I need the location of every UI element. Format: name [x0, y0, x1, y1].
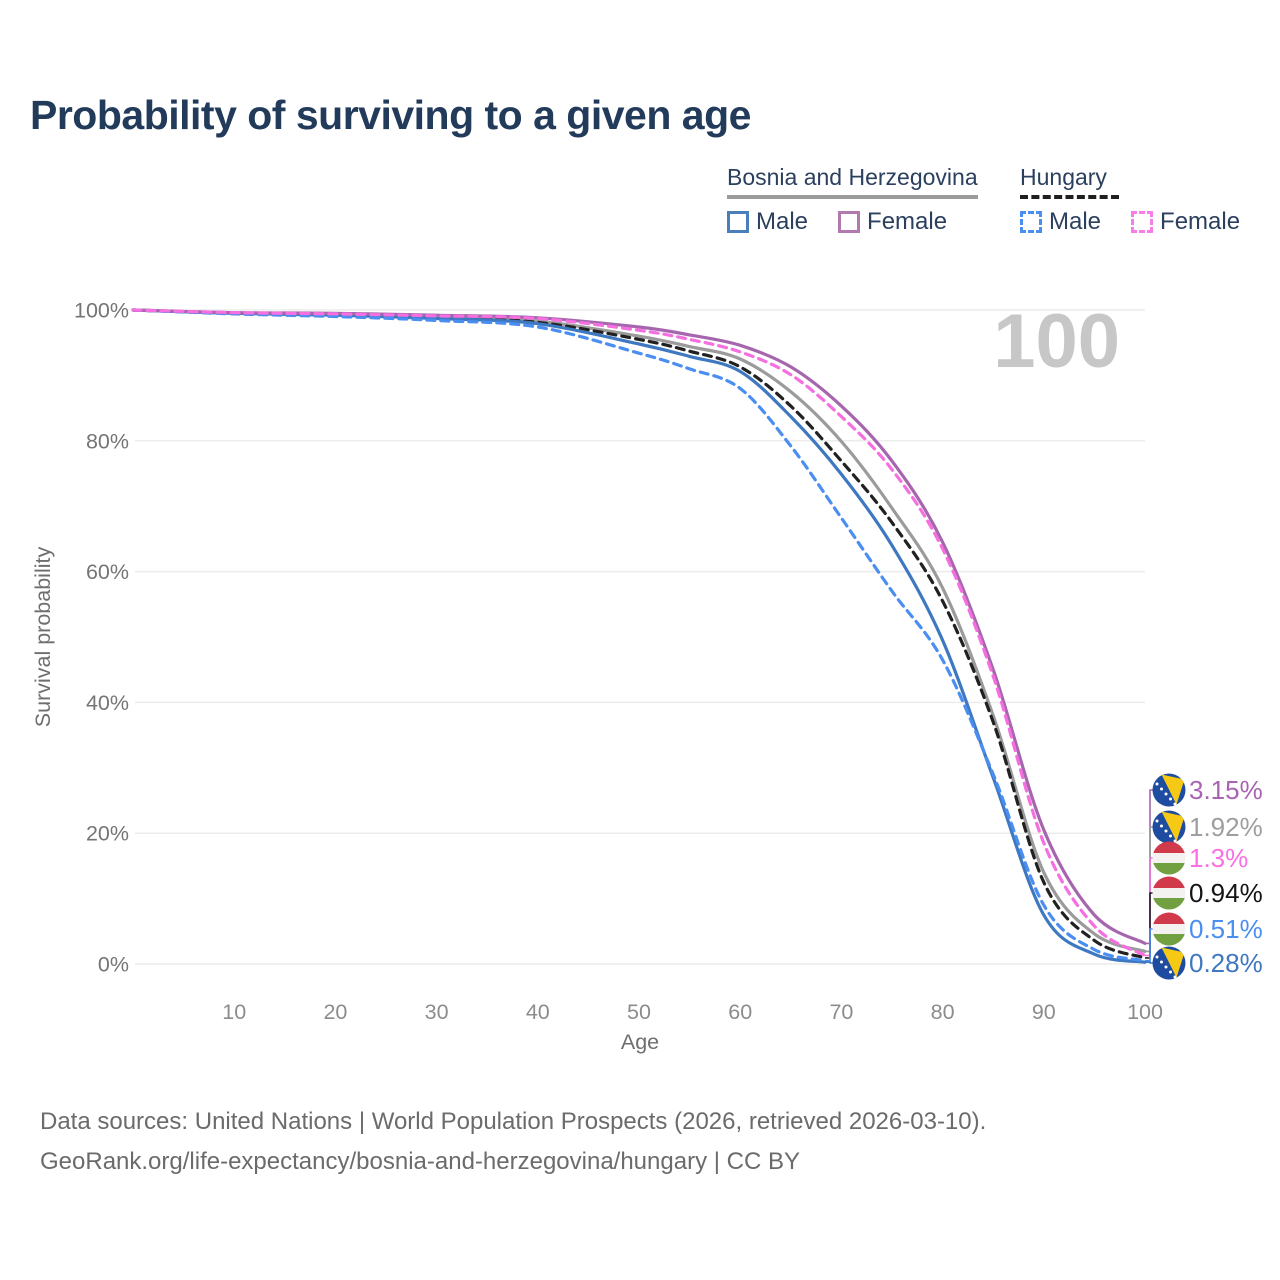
page-title: Probability of surviving to a given age [30, 92, 751, 138]
x-tick-label: 90 [1032, 1000, 1056, 1024]
y-tick-label: 20% [86, 822, 129, 846]
y-tick-label: 100% [74, 299, 129, 323]
legend-item-label: Female [867, 208, 948, 235]
flag-icon-hungary [1152, 912, 1186, 946]
x-tick-label: 70 [829, 1000, 853, 1024]
x-tick-label: 80 [931, 1000, 955, 1024]
legend-item-label: Male [1049, 208, 1102, 235]
legend-group-title-bosnia: Bosnia and Herzegovina [727, 164, 978, 199]
y-axis-title: Survival probability [31, 547, 55, 728]
legend-group-hungary: Hungary Male Female [1020, 164, 1270, 236]
legend-item-bosnia-female[interactable]: Female [838, 208, 947, 236]
legend-group-title-hungary: Hungary [1020, 164, 1119, 199]
y-tick-label: 40% [86, 691, 129, 715]
series-line-hun-total[interactable] [131, 308, 1147, 960]
hungary-male-swatch-icon [1020, 211, 1042, 233]
label-connector [1145, 961, 1154, 964]
legend-item-label: Female [1160, 208, 1241, 235]
flag-icon-hungary [1152, 841, 1186, 875]
end-value-label: 1.92% [1189, 812, 1263, 842]
series-line-hun-male[interactable] [131, 308, 1147, 963]
age-watermark: 100 [993, 299, 1120, 384]
series-line-bih-male[interactable] [131, 308, 1147, 964]
flag-icon-bosnia [1152, 946, 1186, 980]
series-line-bih-total[interactable] [131, 308, 1147, 953]
x-tick-label: 50 [627, 1000, 651, 1024]
end-value-label: 0.28% [1189, 948, 1263, 978]
hungary-female-swatch-icon [1131, 211, 1154, 233]
legend-group-bosnia: Bosnia and Herzegovina Male Female [727, 164, 978, 236]
x-tick-label: 20 [323, 1000, 347, 1024]
legend-item-hungary-female[interactable]: Female [1131, 208, 1240, 236]
legend-items-bosnia: Male Female [727, 208, 978, 236]
x-tick-label: 30 [425, 1000, 449, 1024]
x-axis-title: Age [621, 1030, 659, 1054]
end-value-label: 0.94% [1189, 878, 1263, 908]
legend-item-bosnia-male[interactable]: Male [727, 208, 808, 236]
flag-icon-hungary [1152, 876, 1186, 910]
y-tick-label: 0% [98, 953, 129, 977]
x-tick-label: 40 [526, 1000, 550, 1024]
legend-item-hungary-male[interactable]: Male [1020, 208, 1101, 236]
flag-icon-bosnia [1152, 773, 1186, 807]
x-tick-label: 60 [728, 1000, 752, 1024]
x-tick-label: 100 [1127, 1000, 1163, 1024]
y-tick-label: 80% [86, 429, 129, 453]
data-sources-text: Data sources: United Nations | World Pop… [40, 1108, 987, 1135]
legend-items-hungary: Male Female [1020, 208, 1270, 236]
bosnia-male-swatch-icon [727, 211, 749, 233]
x-tick-label: 10 [222, 1000, 246, 1024]
y-tick-label: 60% [86, 560, 129, 584]
end-value-label: 0.51% [1189, 914, 1263, 944]
label-connector [1145, 928, 1154, 962]
end-value-label: 1.3% [1189, 843, 1248, 873]
end-value-label: 3.15% [1189, 775, 1263, 805]
legend-item-label: Male [756, 208, 809, 235]
series-line-hun-female[interactable] [131, 308, 1147, 958]
series-line-bih-female[interactable] [131, 308, 1147, 945]
flag-icon-bosnia [1152, 810, 1186, 844]
bosnia-female-swatch-icon [838, 211, 861, 233]
label-connector [1145, 892, 1154, 959]
attribution-text: GeoRank.org/life-expectancy/bosnia-and-h… [40, 1148, 800, 1175]
